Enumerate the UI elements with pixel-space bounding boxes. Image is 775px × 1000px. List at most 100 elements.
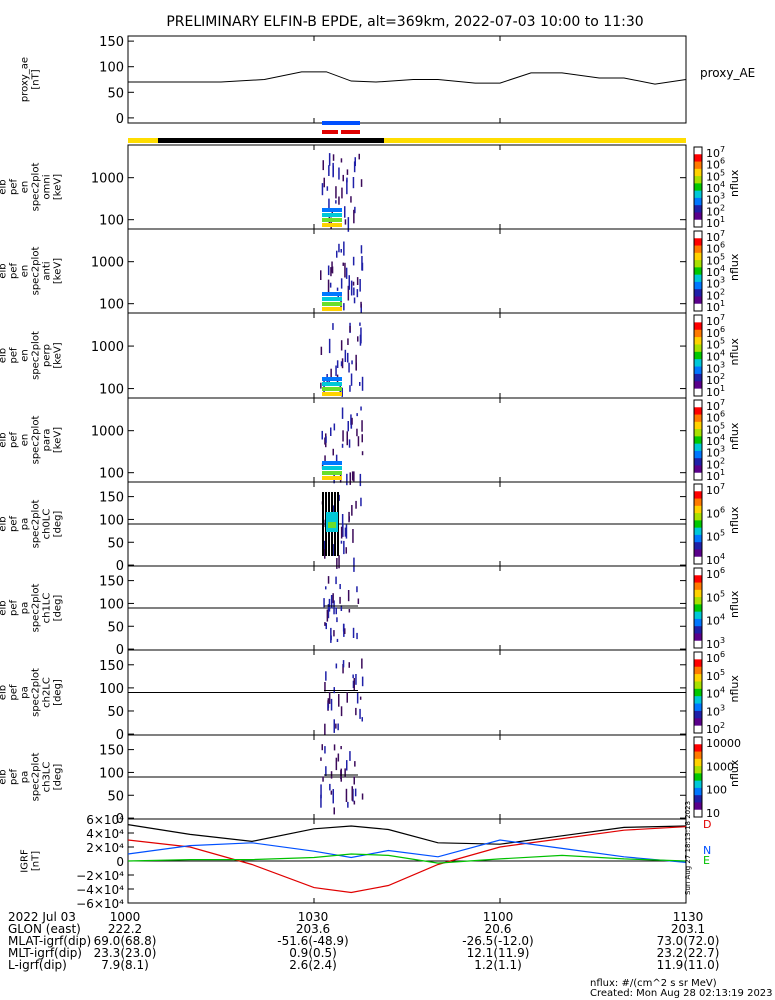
panel-frame xyxy=(127,312,687,399)
colorbar-segment xyxy=(694,238,702,247)
render-timestamp: Sun Aug 27 18:13:18 2023 xyxy=(684,801,692,895)
spectrogram-pixel xyxy=(322,297,342,301)
spectrogram-pixel xyxy=(344,527,347,537)
spectrogram-pixel xyxy=(351,471,354,481)
ylabel-9-1: [nT] xyxy=(31,851,42,871)
spectrogram-pixel xyxy=(344,206,346,218)
ylabel-6-5: [deg] xyxy=(53,595,64,622)
colorbar-tick-label: 10 xyxy=(706,670,720,683)
colorbar-segment xyxy=(694,696,702,705)
colorbar-tick-exponent: 6 xyxy=(720,410,725,419)
footer-cell: -51.6(-48.9) xyxy=(277,934,349,948)
colorbar-segment xyxy=(694,751,702,760)
spectrogram-pixel xyxy=(321,462,324,469)
ylabel-7-5: [deg] xyxy=(53,679,64,706)
ytick-label: 100 xyxy=(99,467,124,482)
spectrogram-pixel xyxy=(344,219,347,225)
ytick-label: 50 xyxy=(107,86,124,101)
spectrogram-pixel xyxy=(351,417,353,425)
colorbar-segment xyxy=(694,436,702,445)
spectrogram-pixel xyxy=(323,177,325,188)
ytick-label: 100 xyxy=(99,298,124,313)
ylabel-6-0: elb xyxy=(0,600,9,615)
colorbar-tick-label: 10 xyxy=(706,339,720,352)
panel-proxy-ae: 0 50 100 150 proxy_AE xyxy=(99,35,755,127)
spectrogram-pixel xyxy=(330,790,333,795)
ytick-label: 0 xyxy=(116,812,124,827)
colorbar-segment xyxy=(694,289,702,297)
spectrogram-pixel xyxy=(338,494,340,501)
ylabel-8-4: ch3LC xyxy=(42,762,53,793)
spectrogram-pixel xyxy=(342,523,344,537)
colorbar-tick-label: 10 xyxy=(706,289,720,302)
panel-frame xyxy=(127,397,687,483)
colorbar-tick-exponent: 7 xyxy=(720,398,725,407)
spectrogram-pixel xyxy=(353,678,355,690)
spectrogram-pixel xyxy=(356,586,358,593)
colorbar-segment xyxy=(694,154,702,163)
spectrogram-pixel xyxy=(343,241,345,256)
spectrogram-pixel xyxy=(335,200,337,204)
colorbar-tick-label: 10 xyxy=(706,568,720,581)
ylabel-6-3: spec2plot xyxy=(31,584,42,633)
series-line-igrf-1 xyxy=(127,826,687,894)
spectrogram-pixel xyxy=(322,492,324,556)
colorbar-segment xyxy=(694,190,702,199)
spectrogram-pixel xyxy=(347,285,350,301)
colorbar-segment xyxy=(694,575,702,584)
colorbar-frame xyxy=(693,230,703,312)
colorbar-tick-label: 1000 xyxy=(706,760,734,773)
panel-frame xyxy=(127,228,687,314)
colorbar-tick-label: 10 xyxy=(706,194,720,207)
footer-cell: 69.0(68.8) xyxy=(93,934,157,948)
colorbar-tick-label: 10 xyxy=(706,688,720,701)
colorbar-tick-label: 10 xyxy=(706,458,720,471)
colorbar-segment xyxy=(694,373,702,382)
ytick-label: 0 xyxy=(116,855,124,869)
spectrogram-pixel xyxy=(333,807,335,815)
colorbar-segment xyxy=(694,161,702,170)
ylabel-5-0: elb xyxy=(0,516,9,531)
colorbar-tick-label: 10 xyxy=(706,470,720,483)
spectrogram-pixel xyxy=(354,788,357,797)
colorbar-tick-exponent: 2 xyxy=(720,372,725,381)
spectrogram-pixel xyxy=(333,630,335,637)
series-line-igrf-0 xyxy=(127,824,687,845)
colorbar-segment xyxy=(694,458,702,466)
colorbar-segment xyxy=(694,205,702,213)
ytick-label: 4×10⁴ xyxy=(86,827,124,841)
spectrogram-pixel xyxy=(360,179,363,187)
series-line-proxy-ae xyxy=(128,71,687,85)
science-zone-bar-red-2 xyxy=(341,130,360,134)
ylabel-5-2: pa xyxy=(20,518,31,530)
colorbar-segment xyxy=(694,787,702,796)
colorbar-segment xyxy=(694,513,702,521)
ylabel-5-3: spec2plot xyxy=(31,500,42,549)
spectrogram-pixel xyxy=(330,427,332,436)
colorbar-tick-exponent: 5 xyxy=(720,529,725,538)
spectrogram-pixel xyxy=(352,529,354,543)
colorbar-segment xyxy=(694,626,702,634)
spectrogram-pixel xyxy=(324,746,326,754)
spectrogram-pixel xyxy=(328,338,331,354)
colorbar-segment xyxy=(694,421,702,430)
footer-cell: 11.9(11.0) xyxy=(656,958,720,972)
colorbar-tick-exponent: 5 xyxy=(720,421,725,430)
panel-frame xyxy=(127,144,687,230)
colorbar-segment xyxy=(694,429,702,437)
spectrogram-pixel xyxy=(328,165,330,176)
spectrogram-pixel xyxy=(321,430,323,440)
colorbar-tick-label: 100 xyxy=(706,784,727,797)
spectrogram-pixel xyxy=(320,270,322,280)
spectrogram-pixel xyxy=(346,179,348,195)
spectrogram-pixel xyxy=(329,783,331,791)
colorbar-tick-label: 10 xyxy=(706,615,720,628)
colorbar-tick-exponent: 6 xyxy=(720,325,725,334)
colorbar-segment xyxy=(694,245,702,254)
ylabel-7-3: spec2plot xyxy=(31,668,42,717)
colorbar-segment xyxy=(694,780,702,789)
